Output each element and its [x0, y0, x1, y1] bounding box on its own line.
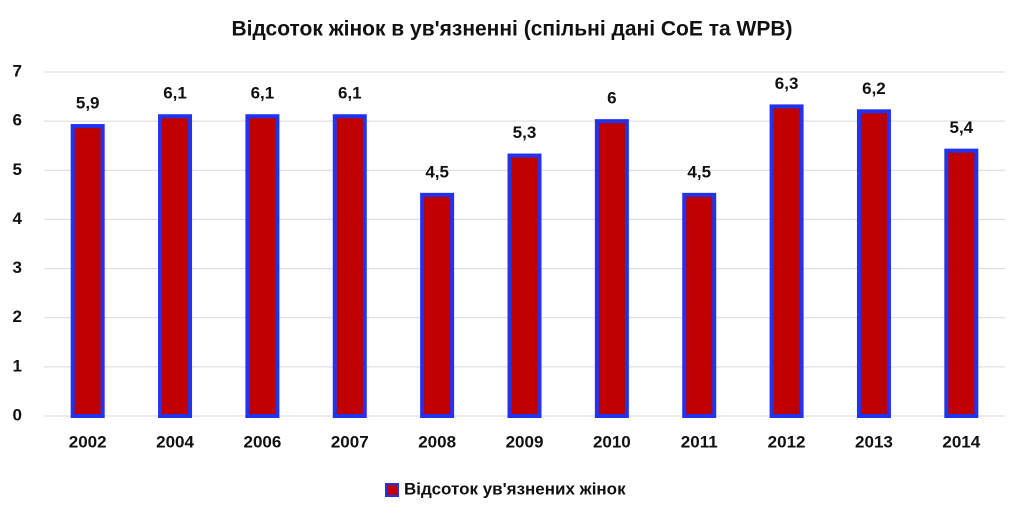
y-tick-label: 6	[13, 111, 22, 130]
y-tick-label: 1	[13, 356, 22, 375]
value-label: 4,5	[687, 162, 711, 181]
x-tick-label: 2004	[156, 432, 194, 451]
y-tick-label: 2	[13, 307, 22, 326]
y-tick-label: 4	[13, 209, 23, 228]
x-tick-label: 2006	[243, 432, 281, 451]
legend-label: Відсоток ув'язнених жінок	[404, 479, 626, 498]
x-tick-label: 2012	[768, 432, 806, 451]
bar	[856, 109, 891, 418]
bar	[594, 119, 629, 419]
y-tick-label: 3	[13, 258, 22, 277]
value-label: 6,1	[338, 84, 362, 103]
y-tick-label: 5	[13, 160, 22, 179]
value-label: 5,3	[513, 123, 537, 142]
bar	[682, 192, 717, 418]
value-label: 6,2	[862, 79, 886, 98]
value-label: 5,9	[76, 94, 100, 113]
value-label: 6,1	[251, 84, 275, 103]
bar	[944, 148, 979, 418]
bar	[507, 153, 542, 419]
x-tick-label: 2007	[331, 432, 369, 451]
bar	[245, 114, 280, 418]
legend-swatch	[385, 483, 399, 497]
value-label: 6,3	[775, 74, 799, 93]
value-label: 6	[607, 89, 616, 108]
value-label: 4,5	[425, 162, 449, 181]
x-tick-label: 2011	[681, 432, 718, 451]
bar	[70, 124, 105, 419]
value-label: 5,4	[949, 118, 973, 137]
y-tick-label: 7	[13, 61, 22, 80]
y-tick-label: 0	[13, 405, 22, 424]
x-tick-label: 2009	[506, 432, 544, 451]
value-label: 6,1	[163, 84, 187, 103]
bar	[420, 192, 455, 418]
chart-title: Відсоток жінок в ув'язненні (спільні дан…	[232, 18, 793, 41]
x-tick-label: 2002	[69, 432, 107, 451]
x-tick-label: 2014	[942, 432, 980, 451]
x-tick-label: 2008	[418, 432, 456, 451]
bar	[769, 104, 804, 419]
x-tick-label: 2010	[593, 432, 631, 451]
x-tick-label: 2013	[855, 432, 893, 451]
bar	[158, 114, 193, 418]
bar	[332, 114, 367, 418]
